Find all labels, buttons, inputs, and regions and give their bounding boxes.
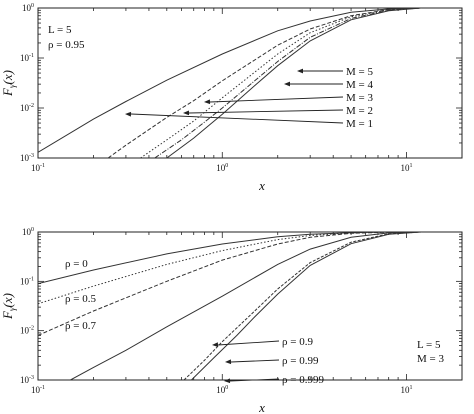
- series-label: ρ = 0.9: [282, 336, 313, 348]
- series-label: ρ = 0.99: [282, 355, 319, 367]
- plot-frame: [37, 231, 463, 381]
- tick-label: 10-1: [20, 276, 34, 286]
- curve--0-7: [38, 232, 422, 336]
- arrow-head: [224, 378, 231, 384]
- tick-label: 101: [401, 163, 413, 173]
- arrow-line: [229, 378, 280, 382]
- arrow-head: [225, 359, 232, 365]
- tick-label: 100: [216, 385, 228, 395]
- tick-label: 10-1: [31, 385, 45, 395]
- arrow-line: [130, 113, 344, 124]
- series-label: ρ = 0.999: [282, 374, 324, 386]
- tick-label: 100: [22, 3, 34, 13]
- plot-frame: [37, 7, 463, 159]
- arrow-head: [212, 342, 219, 348]
- series-label: M = 5: [346, 66, 373, 78]
- y-axis-title: Fγ(x): [0, 293, 17, 320]
- curve-m-3: [140, 8, 422, 158]
- series-label: M = 3: [346, 92, 373, 104]
- arrow-line: [209, 96, 344, 103]
- curve-m-1: [38, 8, 422, 153]
- tick-label: 10-3: [20, 375, 34, 385]
- tick-label: 100: [22, 227, 34, 237]
- arrow-head: [125, 111, 132, 117]
- series-label: M = 1: [346, 118, 373, 130]
- top-chart: 10-1 100 101 10-3 10-2 10-1 100 x Fγ(x) L = 5 ρ = …: [0, 3, 463, 193]
- tick-label: 10-1: [31, 163, 45, 173]
- param-label: M = 3: [417, 353, 444, 365]
- arrow-head: [284, 81, 290, 87]
- curve-m-4: [154, 8, 422, 158]
- tick-label: 10-2: [20, 103, 34, 113]
- series-label: M = 2: [346, 105, 373, 117]
- param-label: ρ = 0.95: [48, 39, 85, 51]
- arrow-line: [217, 340, 280, 346]
- tick-label: 101: [401, 385, 413, 395]
- arrow-head: [183, 110, 190, 116]
- arrow-line: [230, 359, 280, 363]
- arrow-line: [188, 109, 344, 114]
- series-label: ρ = 0.5: [65, 293, 96, 305]
- curve-m-2: [107, 8, 422, 158]
- tick-label: 10-2: [20, 326, 34, 336]
- arrow-head: [204, 99, 211, 105]
- series-label: ρ = 0.7: [65, 320, 96, 332]
- curve--0-999: [191, 232, 422, 380]
- x-axis-title: x: [258, 400, 265, 414]
- curve-m-5: [166, 8, 422, 158]
- x-axis-title: x: [258, 178, 265, 193]
- tick-label: 100: [216, 163, 228, 173]
- series-label: M = 4: [346, 79, 373, 91]
- tick-label: 10-1: [20, 53, 34, 63]
- arrow-head: [297, 68, 303, 74]
- y-axis-title: Fγ(x): [0, 70, 17, 97]
- series-label: ρ = 0: [65, 258, 88, 270]
- bottom-chart: 10-1 100 101 10-3 10-2 10-1 100 x Fγ(x) L = 5 M = …: [0, 227, 463, 414]
- tick-label: 10-3: [20, 153, 34, 163]
- curve--0-99: [183, 232, 422, 380]
- curve--0-9: [70, 232, 422, 380]
- param-label: L = 5: [417, 339, 441, 351]
- param-label: L = 5: [48, 24, 72, 36]
